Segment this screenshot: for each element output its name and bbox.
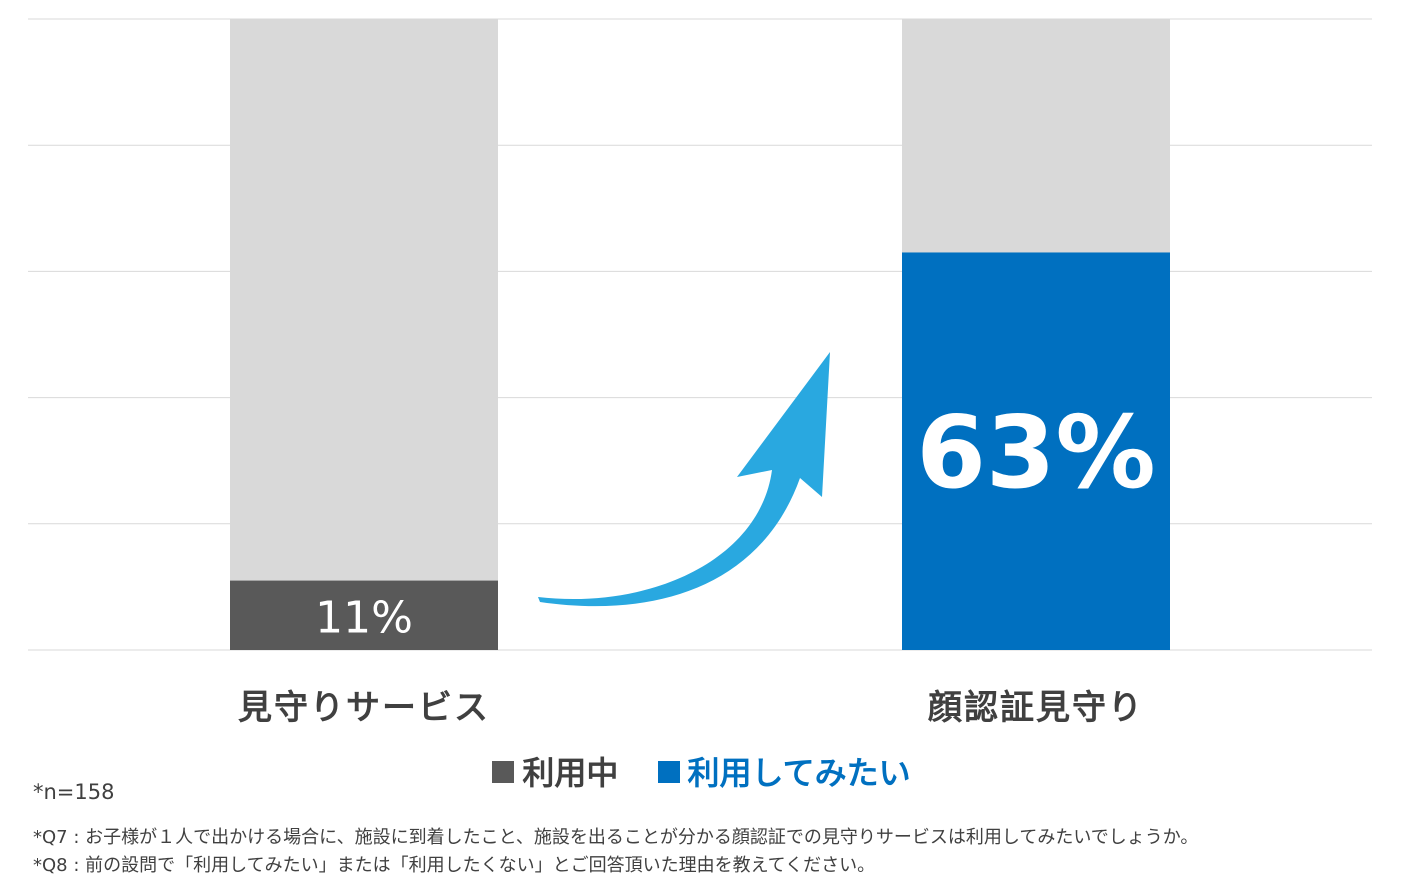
legend-label-want-to-use: 利用してみたい <box>687 754 911 792</box>
legend: 利用中 利用してみたい <box>0 748 1403 794</box>
legend-swatch-in-use <box>492 761 515 783</box>
legend-item-in-use: 利用中 <box>492 748 618 794</box>
data-labels: 11% 63% <box>315 394 1156 643</box>
bar-chart: 11% 63% <box>28 18 1372 651</box>
growth-arrow-icon <box>538 352 830 607</box>
bar-remainder-0 <box>230 19 498 650</box>
bar-0-series-0 <box>230 580 498 650</box>
footnote-q7: *Q7 : お子様が１人で出かける場合に、施設に到着したこと、施設を出ることが分… <box>33 827 1199 848</box>
legend-item-want-to-use: 利用してみたい <box>657 748 911 794</box>
bar-1-series-1 <box>902 252 1170 650</box>
data-label-0: 11% <box>315 592 413 643</box>
legend-swatch-want-to-use <box>657 761 680 783</box>
gridlines <box>28 18 1372 651</box>
category-label-1: 顔認証見守り <box>928 688 1144 728</box>
footnote-q8: *Q8 : 前の設問で「利用してみたい」または「利用したくない」とご回答頂いた理… <box>33 855 876 876</box>
legend-label-in-use: 利用中 <box>522 754 619 792</box>
bars <box>230 19 1170 650</box>
sample-size-note: *n=158 <box>33 780 115 804</box>
category-label-0: 見守りサービス <box>238 688 490 728</box>
data-label-1: 63% <box>916 394 1155 511</box>
